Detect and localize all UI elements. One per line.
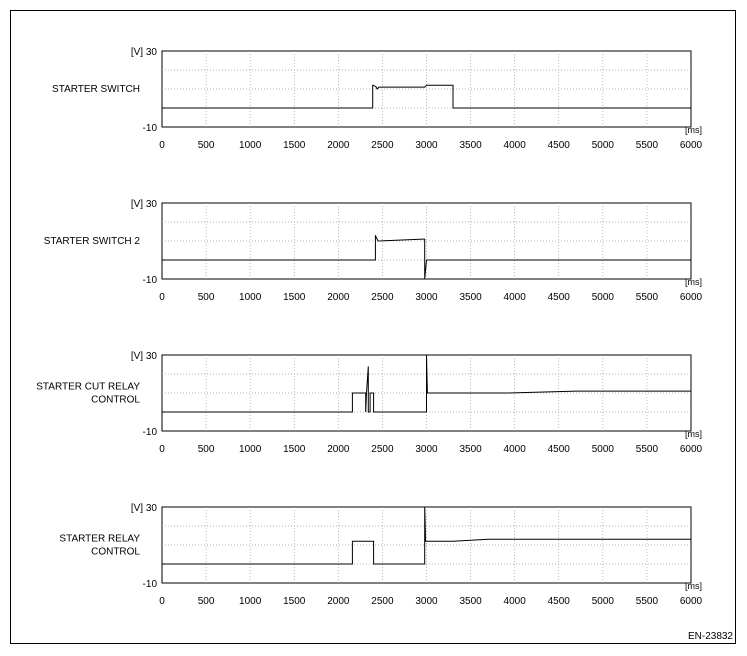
x-tick-label: 6000 xyxy=(680,140,703,151)
figure-id: EN-23832 xyxy=(687,631,733,642)
x-tick-label: 4500 xyxy=(548,444,571,455)
x-tick-label: 3500 xyxy=(459,140,482,151)
x-tick-label: 3500 xyxy=(459,444,482,455)
x-tick-label: 4000 xyxy=(504,596,527,607)
x-tick-label: 3000 xyxy=(415,140,438,151)
x-tick-label: 500 xyxy=(198,596,215,607)
x-tick-label: 1500 xyxy=(283,292,306,303)
y-axis-top-label: [V] 30 xyxy=(131,351,158,362)
x-tick-label: 4500 xyxy=(548,292,571,303)
y-axis-bottom-label: -10 xyxy=(143,579,158,590)
x-tick-label: 2500 xyxy=(371,596,394,607)
x-tick-label: 1000 xyxy=(239,596,262,607)
x-tick-label: 5000 xyxy=(592,140,615,151)
y-axis-top-label: [V] 30 xyxy=(131,199,158,210)
x-tick-label: 5000 xyxy=(592,292,615,303)
y-axis-bottom-label: -10 xyxy=(143,427,158,438)
x-tick-label: 1500 xyxy=(283,140,306,151)
x-tick-label: 2500 xyxy=(371,292,394,303)
x-tick-label: 3000 xyxy=(415,444,438,455)
signal-trace xyxy=(162,235,691,280)
x-tick-label: 5500 xyxy=(636,444,659,455)
signal-name-label: CONTROL xyxy=(91,547,140,558)
x-tick-label: 3000 xyxy=(415,596,438,607)
x-tick-label: 2000 xyxy=(327,292,350,303)
y-axis-top-label: [V] 30 xyxy=(131,503,158,514)
x-tick-label: 2500 xyxy=(371,444,394,455)
x-tick-label: 0 xyxy=(159,596,165,607)
chart-panel: [V] 30 -100 500 1000 1500 2000 2500 3000 3500 400… xyxy=(36,351,702,455)
signal-trace xyxy=(162,506,691,565)
x-unit-label: [ms] xyxy=(685,581,702,591)
signal-trace xyxy=(162,84,691,109)
x-tick-label: 6000 xyxy=(680,292,703,303)
x-tick-label: 500 xyxy=(198,444,215,455)
chart-panel: [V] 30 -100 500 1000 1500 2000 2500 3000 3500 400… xyxy=(52,47,703,151)
x-tick-label: 500 xyxy=(198,292,215,303)
signal-name-label: STARTER CUT RELAY xyxy=(36,382,140,393)
x-tick-label: 5000 xyxy=(592,596,615,607)
x-tick-label: 3000 xyxy=(415,292,438,303)
x-tick-label: 4500 xyxy=(548,140,571,151)
x-tick-label: 2000 xyxy=(327,596,350,607)
y-axis-bottom-label: -10 xyxy=(143,123,158,134)
x-tick-label: 4000 xyxy=(504,140,527,151)
x-tick-label: 0 xyxy=(159,444,165,455)
x-tick-label: 5500 xyxy=(636,292,659,303)
x-tick-label: 2000 xyxy=(327,444,350,455)
chart-panel: [V] 30 -100 500 1000 1500 2000 2500 3000 3500 400… xyxy=(44,199,703,303)
x-tick-label: 4000 xyxy=(504,444,527,455)
x-tick-label: 1000 xyxy=(239,444,262,455)
x-tick-label: 2500 xyxy=(371,140,394,151)
signal-name-label: STARTER SWITCH 2 xyxy=(44,236,141,247)
x-tick-label: 500 xyxy=(198,140,215,151)
x-unit-label: [ms] xyxy=(685,125,702,135)
x-tick-label: 1500 xyxy=(283,444,306,455)
x-tick-label: 1000 xyxy=(239,292,262,303)
x-tick-label: 1500 xyxy=(283,596,306,607)
figure-frame xyxy=(10,10,736,644)
x-tick-label: 2000 xyxy=(327,140,350,151)
x-tick-label: 0 xyxy=(159,140,165,151)
x-tick-label: 5500 xyxy=(636,596,659,607)
x-tick-label: 6000 xyxy=(680,444,703,455)
x-unit-label: [ms] xyxy=(685,277,702,287)
x-tick-label: 3500 xyxy=(459,596,482,607)
x-tick-label: 6000 xyxy=(680,596,703,607)
signal-name-label: CONTROL xyxy=(91,395,140,406)
y-axis-top-label: [V] 30 xyxy=(131,47,158,58)
chart-panel: [V] 30 -100 500 1000 1500 2000 2500 3000 3500 400… xyxy=(59,503,702,607)
signal-name-label: STARTER SWITCH xyxy=(52,84,140,95)
x-tick-label: 5000 xyxy=(592,444,615,455)
y-axis-bottom-label: -10 xyxy=(143,275,158,286)
signal-name-label: STARTER RELAY xyxy=(59,534,140,545)
x-tick-label: 0 xyxy=(159,292,165,303)
x-tick-label: 4500 xyxy=(548,596,571,607)
x-tick-label: 3500 xyxy=(459,292,482,303)
x-tick-label: 4000 xyxy=(504,292,527,303)
x-tick-label: 5500 xyxy=(636,140,659,151)
signal-trace xyxy=(162,354,691,413)
x-unit-label: [ms] xyxy=(685,429,702,439)
x-tick-label: 1000 xyxy=(239,140,262,151)
